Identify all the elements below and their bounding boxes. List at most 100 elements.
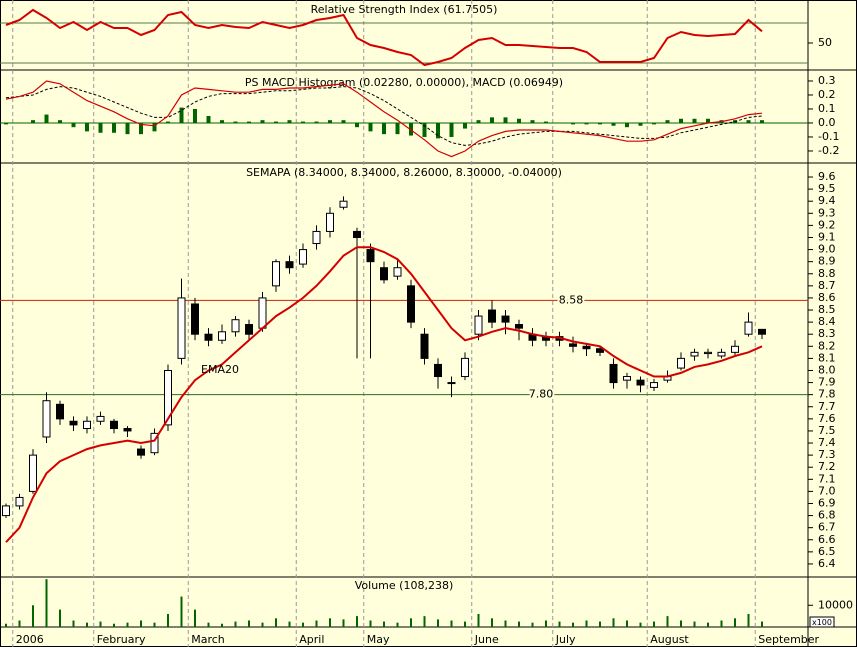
volume-bar — [342, 619, 345, 627]
y-tick-label: 8.3 — [818, 327, 836, 340]
volume-bar — [180, 596, 183, 627]
candle-body — [596, 348, 604, 353]
y-tick-label: 8.7 — [818, 279, 836, 292]
volume-bar — [734, 618, 736, 627]
volume-bar — [491, 618, 493, 627]
histogram-bar — [638, 122, 643, 126]
y-tick-label: 0.3 — [818, 74, 836, 87]
y-tick-label: 8.2 — [818, 339, 836, 352]
histogram-bar — [449, 122, 454, 137]
volume-bar — [261, 622, 264, 627]
volume-bar — [248, 620, 250, 627]
volume-bar — [423, 616, 426, 627]
volume-bar — [477, 613, 480, 627]
x-tick-label: June — [474, 633, 499, 646]
histogram-bar — [746, 120, 751, 123]
histogram-bar — [355, 122, 359, 128]
histogram-bar — [98, 122, 103, 133]
volume-bar — [72, 620, 75, 627]
candle-body — [42, 400, 51, 438]
histogram-bar — [679, 118, 683, 123]
histogram-bar — [652, 122, 656, 125]
candle-body — [717, 351, 726, 357]
candle-body — [353, 230, 361, 238]
candle-body — [623, 376, 631, 381]
histogram-bar — [85, 122, 89, 132]
histogram-bar — [314, 121, 319, 123]
volume-bar — [504, 620, 507, 627]
volume-bar — [167, 613, 169, 627]
y-tick-label: 6.5 — [818, 545, 836, 558]
histogram-bar — [260, 120, 265, 123]
histogram-bar — [476, 120, 481, 123]
unit-box — [809, 616, 835, 628]
histogram-bar — [112, 122, 116, 133]
x-tick-label: March — [191, 633, 225, 646]
volume-bar — [45, 579, 48, 627]
x-tick-label: April — [299, 633, 324, 646]
volume-bar — [707, 622, 709, 627]
candle-body — [15, 496, 24, 507]
y-tick-label: 0.1 — [818, 102, 836, 115]
y-tick-label: 8.0 — [818, 363, 836, 376]
histogram-bar — [625, 122, 629, 128]
candle-body — [690, 351, 699, 357]
y-tick-label: 10000 — [818, 598, 853, 611]
candle-body — [110, 420, 118, 430]
candle-body — [420, 333, 429, 359]
panel-title: SEMAPA (8.34000, 8.34000, 8.26000, 8.300… — [246, 166, 562, 179]
y-tick-label: 8.4 — [818, 315, 836, 328]
volume-bar — [639, 622, 642, 627]
y-tick-label: 6.6 — [818, 533, 836, 546]
candle-body — [150, 432, 159, 454]
histogram-bar — [152, 122, 157, 132]
volume-bar — [680, 620, 682, 627]
volume-bar — [531, 622, 534, 627]
histogram-bar — [517, 118, 521, 123]
histogram-bar — [31, 120, 35, 123]
volume-bar — [153, 622, 156, 627]
y-tick-label: 9.1 — [818, 230, 836, 243]
y-tick-label: 7.3 — [818, 448, 836, 461]
histogram-bar — [503, 117, 508, 123]
histogram-bar — [233, 121, 238, 123]
volume-bar — [329, 618, 331, 627]
candle-body — [677, 357, 685, 369]
y-tick-label: 7.9 — [818, 376, 836, 389]
volume-bar — [86, 622, 88, 627]
y-tick-label: 6.7 — [818, 521, 836, 534]
histogram-bar — [706, 118, 710, 123]
volume-bar — [410, 618, 412, 627]
candle-body — [434, 363, 442, 378]
x-tick-label: July — [555, 633, 576, 646]
y-tick-label: 9.3 — [818, 206, 836, 219]
histogram-bar — [530, 120, 535, 123]
candle-body — [164, 369, 172, 426]
histogram-bar — [422, 122, 427, 137]
histogram-bar — [490, 117, 494, 123]
histogram-bar — [125, 122, 130, 135]
volume-bar — [585, 620, 588, 627]
candle-body — [650, 382, 658, 388]
y-tick-label: 9.0 — [818, 243, 836, 256]
candle-body — [339, 200, 348, 208]
unit-label: x100 — [812, 618, 832, 627]
candle-body — [2, 505, 10, 517]
histogram-bar — [436, 122, 440, 139]
candle-body — [488, 309, 496, 323]
histogram-bar — [463, 122, 467, 129]
volume-bar — [558, 621, 561, 627]
signal-line — [5, 86, 763, 146]
histogram-bar — [220, 120, 224, 123]
histogram-bar — [301, 121, 305, 123]
candle-body — [29, 454, 37, 492]
candle-body — [299, 249, 307, 265]
candle-body — [704, 351, 712, 355]
volume-bar — [572, 622, 574, 627]
histogram-bar — [665, 120, 670, 123]
volume-bar — [356, 616, 358, 627]
candle-body — [758, 328, 766, 335]
volume-bar — [693, 621, 696, 627]
histogram-bar — [287, 120, 292, 123]
